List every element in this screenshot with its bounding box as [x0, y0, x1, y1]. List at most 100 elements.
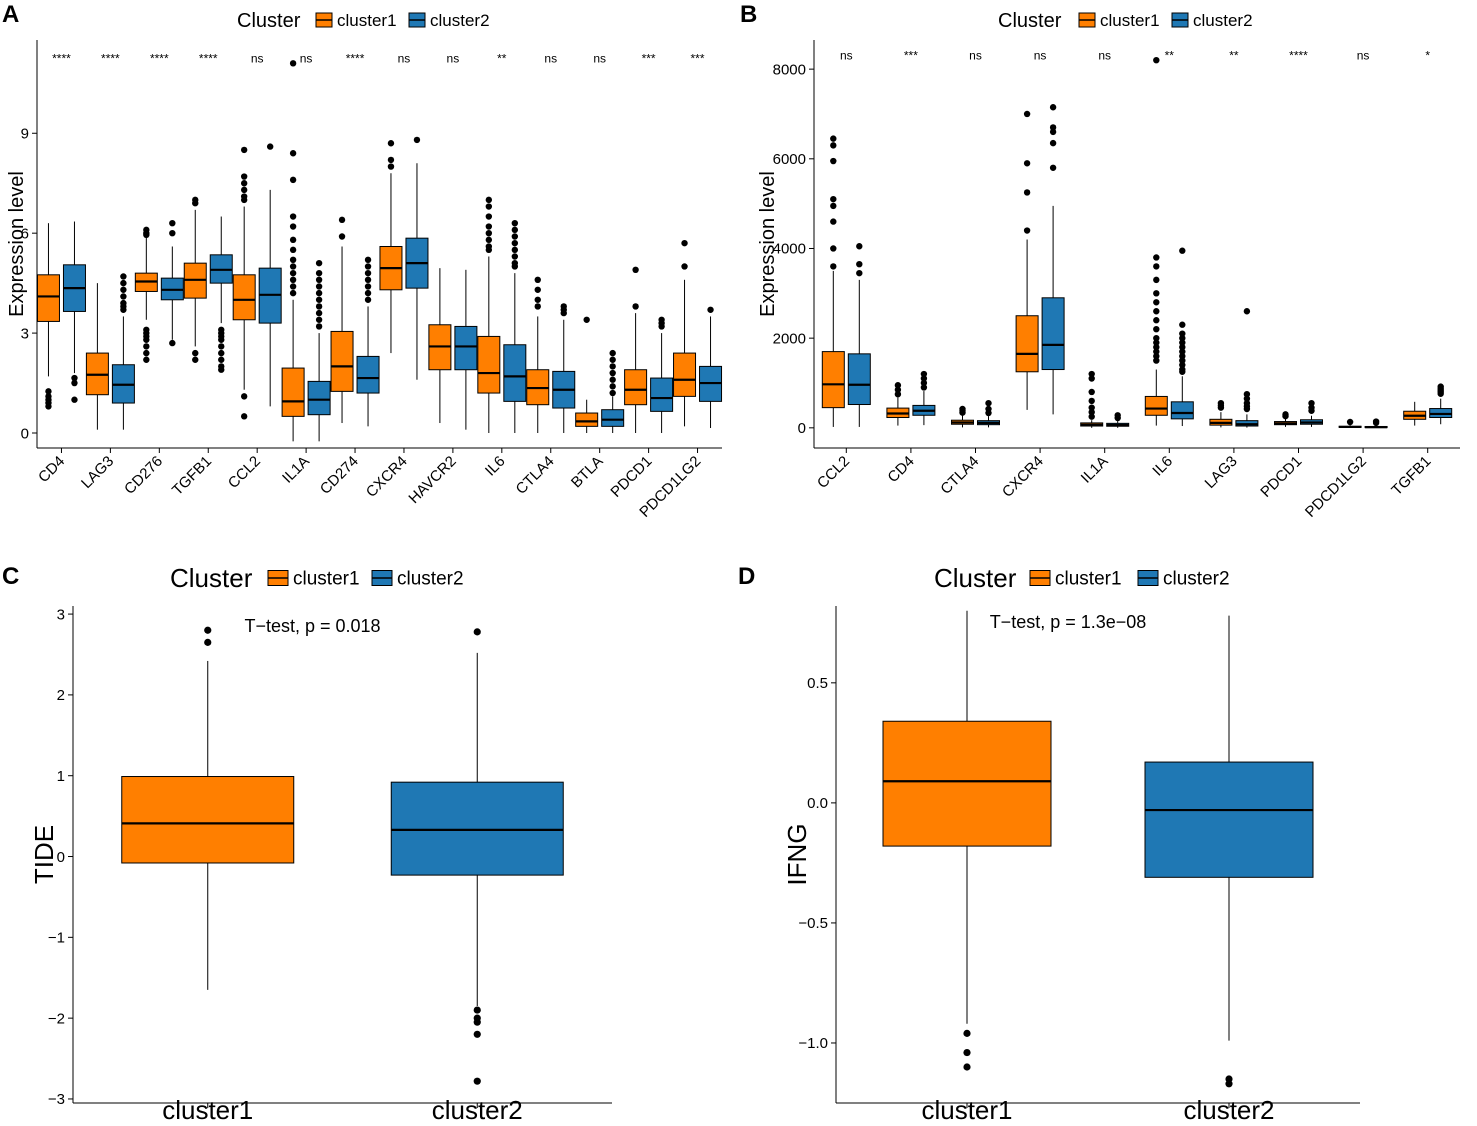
panel-c-y-tick-label: −1	[48, 930, 65, 947]
panel-a-significance-label: ns	[251, 51, 264, 65]
panel-a-cluster1-CD4-outlier	[45, 388, 52, 395]
panel-a-cluster2-LAG3-outlier	[120, 279, 127, 287]
panel-b-cluster1-IL6-outlier	[1153, 348, 1160, 355]
panel-a-x-tick-label: HAVCR2	[405, 453, 459, 507]
panel-a-cluster1-CCL2-outlier	[240, 146, 248, 154]
panel-a-significance-label: ****	[101, 51, 120, 65]
panel-b-cluster2-LAG3-outlier	[1243, 395, 1251, 402]
panel-b-cluster1-IL6-outlier	[1153, 290, 1160, 297]
panel-b-cluster2-PDCD1LG2-outlier	[1372, 419, 1380, 427]
panel-a-cluster2-BTLA-outlier	[609, 389, 616, 397]
panel-a-cluster2-IL6-outlier	[511, 253, 519, 260]
panel-d-legend-title: Cluster	[934, 563, 1017, 593]
panel-a-cluster1-CCL2-box	[232, 274, 256, 321]
panel-a-cluster1-IL6-outlier	[485, 213, 493, 220]
panel-a-cluster1-CD274-box	[330, 330, 354, 392]
panel-c-y-tick-label: 0	[57, 849, 65, 866]
panel-a-cluster1-CTLA4-outlier	[534, 286, 541, 293]
panel-b-cluster2-IL6-outlier	[1179, 361, 1186, 369]
panel-b-cluster1-CXCR4-box	[1015, 315, 1039, 373]
panel-b-cluster2-IL6-outlier	[1179, 368, 1186, 375]
panel-a-cluster2-BTLA-outlier	[609, 363, 616, 370]
panel-a-cluster2-TGFB1-outlier	[218, 349, 225, 357]
panel-b-x-tick-label: CD4	[884, 453, 917, 486]
panel-b-cluster1-CCL2-outlier	[830, 142, 837, 149]
panel-a-chart: Cluster cluster1 cluster2 0 3 6 9 Expression le…	[6, 10, 723, 521]
panel-b-cluster2-LAG3-outlier	[1243, 405, 1251, 413]
panel-a-cluster2-CTLA4-outlier	[560, 309, 567, 317]
panel-b-cluster2-CTLA4-outlier	[985, 409, 992, 417]
panel-a-cluster2-BTLA-outlier	[609, 349, 616, 357]
panel-c-y-tick-label: −3	[48, 1091, 65, 1108]
panel-a-cluster2-IL6-outlier	[511, 263, 519, 270]
panel-a-x-tick-label: TGFB1	[169, 453, 215, 499]
panel-b-cluster2-CD4-outlier	[920, 379, 928, 387]
panel-a-cluster1-PDCD1LG2-box	[673, 352, 697, 397]
panel-b-y-label: Expression level	[757, 171, 779, 317]
panel-a-significance-label: **	[497, 51, 507, 65]
panel-b-cluster1-IL6-outlier	[1153, 357, 1160, 364]
panel-a-significance-label: ns	[593, 51, 606, 65]
panel-a-cluster1-CD4-box	[36, 274, 60, 322]
panel-a-cluster1-IL6-outlier	[485, 236, 493, 244]
panel-b-cluster1-IL6-outlier	[1153, 317, 1160, 324]
panel-d-cluster2-cluster2-box	[1144, 761, 1314, 878]
panel-b-cluster2-CCL2-outlier	[856, 269, 863, 277]
panel-a-cluster1-CTLA4-outlier	[534, 296, 541, 303]
panel-c-legend-label-cluster2: cluster2	[397, 569, 464, 590]
panel-c-y-tick-label: 3	[57, 606, 65, 623]
panel-b-y-tick-label: 4000	[773, 241, 806, 258]
panel-d-test-annotation: T−test, p = 1.3e−08	[990, 612, 1147, 632]
panel-b-cluster1-IL1A-outlier	[1088, 370, 1095, 378]
panel-b-cluster2-LAG3-outlier	[1243, 390, 1251, 398]
panel-a-cluster1-CCL2-outlier	[240, 196, 248, 204]
panel-d-cluster1-cluster1-outlier	[963, 1029, 971, 1037]
panel-b-cluster1-CTLA4-outlier	[959, 409, 966, 416]
panel-d-y-tick-label: −1.0	[798, 1035, 828, 1052]
panel-a-x-tick-label: CD4	[35, 453, 68, 486]
panel-a-cluster2-TGFB1-outlier	[218, 336, 225, 343]
panel-b-cluster2-CD4-outlier	[920, 375, 928, 382]
panel-a-cluster1-PDCD1-outlier	[632, 266, 639, 274]
panel-a-cluster2-LAG3-outlier	[120, 306, 127, 313]
panel-b-cluster2-CXCR4-outlier	[1049, 124, 1057, 131]
panel-a-cluster1-CD276-outlier	[143, 231, 150, 239]
panel-a-significance-label: ****	[346, 51, 365, 65]
panel-a-cluster2-CD274-outlier	[364, 289, 372, 297]
panel-d-y-label: IFNG	[782, 823, 812, 885]
panel-a-cluster2-PDCD1-box	[650, 377, 674, 412]
panel-b-cluster1-CXCR4-outlier	[1023, 189, 1031, 196]
panel-a-cluster2-CD274-outlier	[364, 256, 372, 264]
panel-a-significance-label: ****	[199, 51, 218, 65]
panel-b-cluster2-CD4-outlier	[920, 384, 928, 391]
panel-a-cluster2-LAG3-outlier	[120, 286, 127, 293]
panel-b-x-tick-label: CCL2	[814, 453, 853, 492]
panel-a-cluster1-IL6-outlier	[485, 196, 493, 204]
panel-a-cluster1-IL1A-outlier	[289, 263, 297, 270]
panel-b-cluster2-CD4-outlier	[920, 370, 928, 378]
panel-b-cluster1-IL1A-outlier	[1088, 375, 1095, 382]
panel-a-cluster2-CD274-outlier	[364, 276, 372, 284]
panel-a-cluster2-IL6-outlier	[511, 233, 519, 240]
panel-a-cluster2-CD274-outlier	[364, 296, 372, 303]
panel-a-cluster2-CD274-outlier	[364, 263, 372, 270]
panel-d-cluster1-cluster1-outlier	[963, 1048, 971, 1057]
panel-b-cluster1-CD4-outlier	[894, 386, 902, 393]
panel-d-legend-label-cluster1: cluster1	[1055, 569, 1122, 590]
panel-b-y-tick-label: 0	[798, 420, 806, 437]
panel-c-cluster2-cluster2-outlier	[473, 628, 481, 636]
panel-a-cluster1-CCL2-outlier	[240, 180, 248, 187]
panel-a-cluster2-PDCD1LG2-outlier	[707, 306, 714, 313]
panel-a-cluster1-IL1A-outlier	[289, 269, 297, 277]
panel-a-cluster1-PDCD1-outlier	[632, 303, 639, 310]
panel-a-cluster2-CCL2-outlier	[266, 143, 274, 150]
panel-a-cluster1-IL6-outlier	[485, 246, 493, 254]
panel-b-cluster1-IL6-outlier	[1153, 334, 1160, 342]
panel-a-cluster2-CD276-outlier	[169, 219, 176, 227]
panel-b-cluster2-TGFB1-outlier	[1437, 390, 1444, 397]
panel-a-cluster1-CD4-outlier	[45, 403, 52, 410]
panel-b-cluster1-IL6-outlier	[1153, 308, 1160, 315]
panel-a-significance-label: ****	[150, 51, 169, 65]
panel-a-cluster1-BTLA-box	[575, 412, 599, 427]
panel-b-cluster1-CCL2-outlier	[830, 195, 837, 203]
